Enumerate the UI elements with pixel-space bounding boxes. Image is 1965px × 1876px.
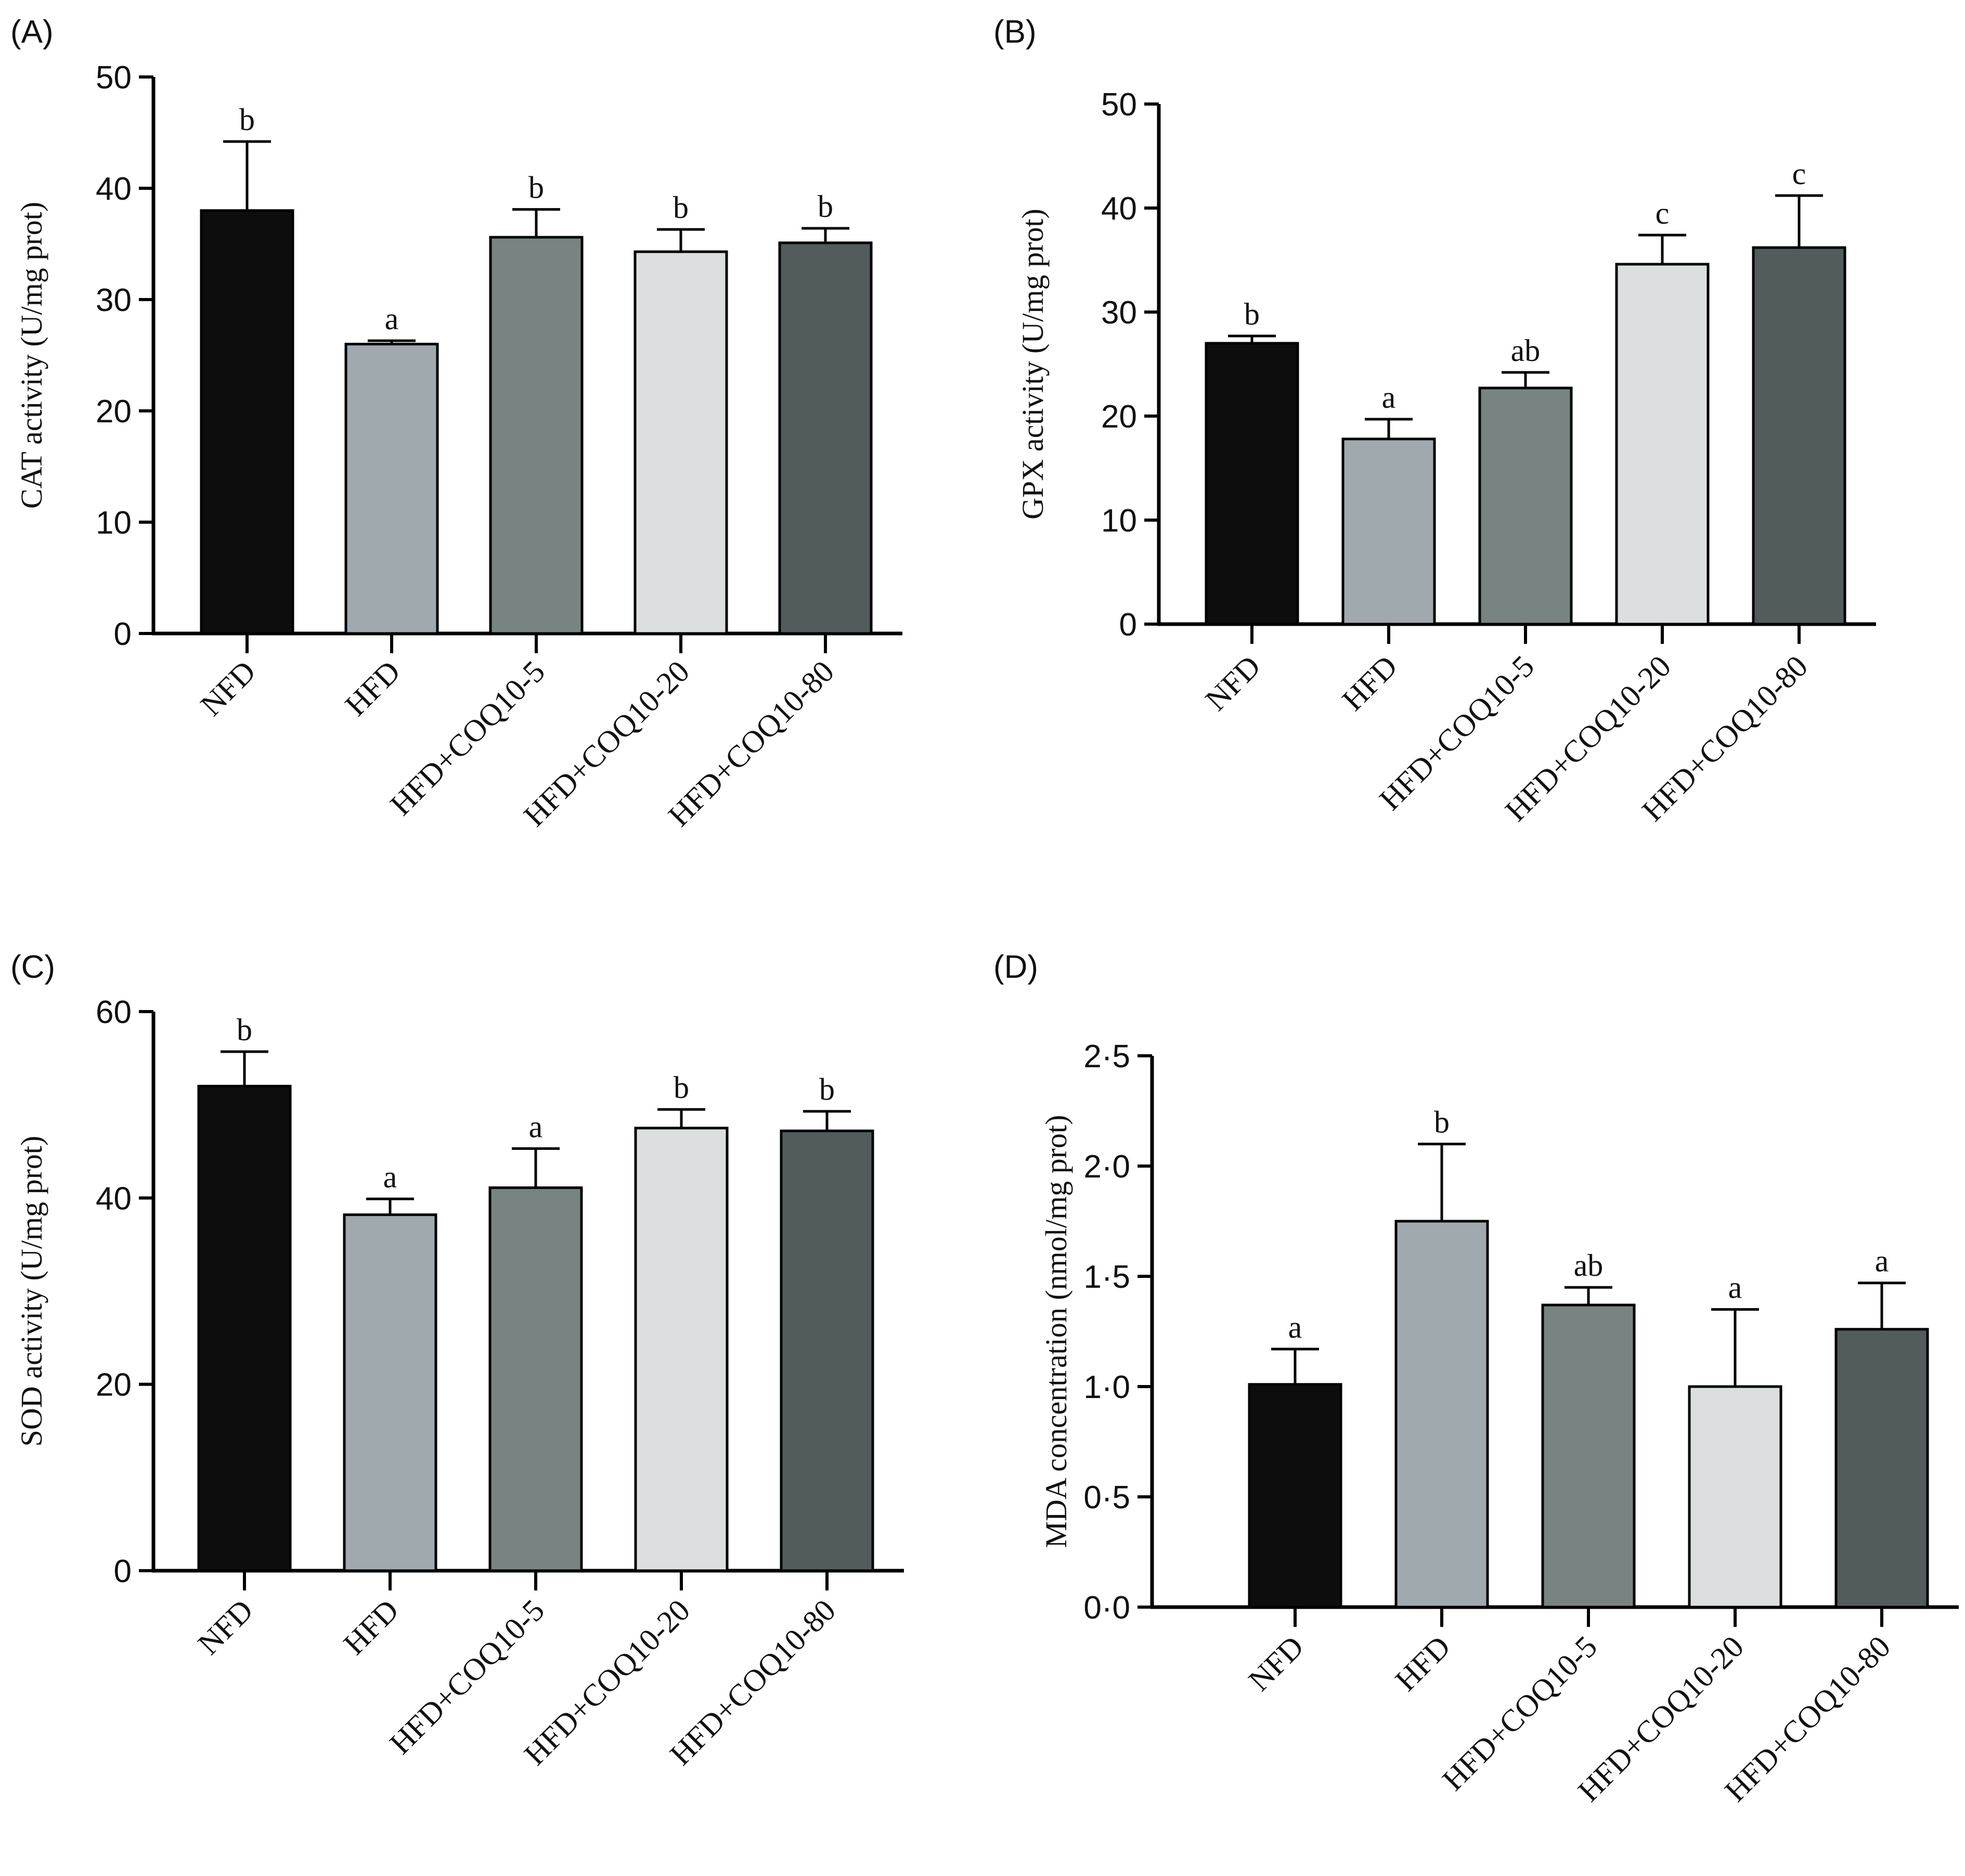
significance-label: b (237, 1013, 252, 1047)
y-tick-label: 0 (114, 616, 132, 652)
significance-label: a (1875, 1244, 1889, 1278)
chart-panel-1: (A) 0 10 20 30 40 50 CAT activity (U/mg prot) b N… (10, 14, 902, 833)
category-label: HFD (1389, 1629, 1457, 1698)
y-tick-label: 20 (96, 1367, 132, 1403)
y-axis-label: MDA concentration (nmol/mg prot) (1039, 1115, 1073, 1548)
panel-label: (B) (993, 14, 1037, 50)
significance-label: b (673, 190, 689, 225)
category-label: NFD (1199, 649, 1268, 718)
bar (489, 236, 584, 635)
y-tick-label: 30 (96, 282, 132, 318)
significance-label: ab (1511, 333, 1541, 368)
bar (1478, 386, 1573, 626)
bar (634, 1127, 729, 1572)
bar (780, 1129, 874, 1572)
category-label: HFD+COQ10-5 (383, 654, 551, 822)
category-label: HFD (1336, 649, 1404, 718)
bar (197, 1084, 292, 1572)
y-tick-label: 30 (1101, 295, 1137, 331)
y-tick-label: 40 (1101, 191, 1137, 227)
chart-panel-3: (C) 0 20 40 60 SOD activity (U/mg prot) b NFD a H… (10, 949, 904, 1772)
y-axis-label: SOD activity (U/mg prot) (15, 1136, 48, 1447)
bar (634, 250, 728, 635)
category-label: NFD (194, 654, 263, 723)
significance-label: ab (1574, 1248, 1604, 1283)
panel-label: (A) (10, 14, 54, 50)
significance-label: c (1792, 157, 1806, 191)
significance-label: c (1656, 196, 1670, 230)
category-label: HFD (337, 1593, 406, 1662)
significance-label: a (385, 302, 399, 336)
significance-label: a (1288, 1310, 1302, 1344)
significance-label: b (674, 1070, 689, 1105)
panel-label: (D) (993, 949, 1038, 985)
significance-label: b (239, 102, 255, 137)
y-tick-label: 0 (1119, 607, 1137, 643)
bar (1394, 1220, 1489, 1609)
y-tick-label: 40 (96, 171, 132, 207)
bar (1688, 1385, 1782, 1609)
y-axis-label: CAT activity (U/mg prot) (15, 202, 48, 509)
significance-label: b (1244, 297, 1260, 331)
y-tick-label: 1·5 (1083, 1259, 1130, 1295)
significance-label: b (819, 1072, 835, 1107)
y-tick-label: 20 (96, 394, 132, 430)
bar (1341, 437, 1436, 626)
y-tick-label: 10 (1101, 503, 1137, 539)
y-axis-label: GPX activity (U/mg prot) (1016, 209, 1050, 520)
significance-label: a (383, 1160, 397, 1194)
bar (778, 241, 873, 635)
significance-label: a (1382, 380, 1396, 415)
significance-label: b (1434, 1105, 1450, 1140)
bar (1541, 1303, 1636, 1609)
significance-label: b (528, 171, 544, 205)
y-tick-label: 2·0 (1083, 1149, 1130, 1185)
y-tick-label: 1·0 (1083, 1369, 1130, 1405)
significance-label: a (529, 1109, 543, 1144)
y-tick-label: 0·5 (1083, 1480, 1130, 1516)
y-tick-label: 50 (96, 60, 132, 96)
bar (1205, 342, 1299, 626)
y-tick-label: 0·0 (1083, 1590, 1130, 1626)
category-label: HFD (339, 654, 407, 723)
bar (488, 1186, 583, 1572)
category-label: HFD+COQ10-5 (383, 1593, 551, 1761)
y-tick-label: 10 (96, 505, 132, 541)
y-tick-label: 50 (1101, 87, 1137, 123)
significance-label: a (1728, 1271, 1742, 1305)
category-label: NFD (191, 1593, 260, 1662)
bar (1834, 1328, 1929, 1609)
y-tick-label: 0 (114, 1554, 132, 1589)
y-tick-label: 2·5 (1083, 1039, 1130, 1075)
category-label: HFD+COQ10-5 (1436, 1629, 1604, 1797)
chart-panel-4: (D) 0·0 0·5 1·0 1·5 2·0 2·5 MDA concentration (… (993, 949, 1959, 1808)
y-tick-label: 20 (1101, 399, 1137, 435)
y-tick-label: 60 (96, 994, 132, 1030)
y-tick-label: 40 (96, 1181, 132, 1217)
bar (200, 209, 294, 635)
category-label: NFD (1242, 1629, 1311, 1698)
significance-label: b (818, 189, 833, 224)
bar (1615, 263, 1710, 626)
bar (1248, 1383, 1342, 1609)
chart-panel-2: (B) 0 10 20 30 40 50 GPX activity (U/mg prot) b N… (993, 14, 1876, 828)
bar (344, 343, 439, 635)
panel-label: (C) (10, 949, 55, 985)
bar (343, 1213, 437, 1572)
bar (1752, 246, 1846, 626)
